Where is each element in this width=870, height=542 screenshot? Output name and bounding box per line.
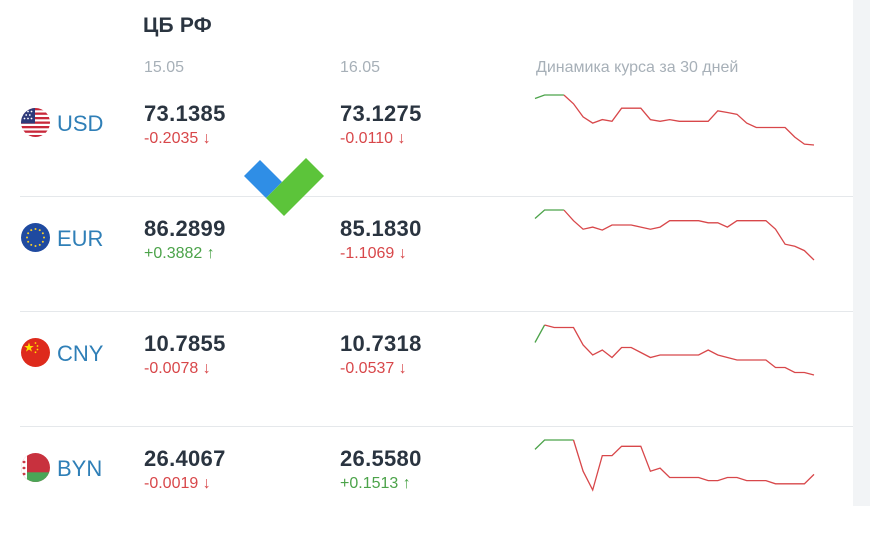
sparkline-byn: [534, 439, 815, 492]
rate-value-date2: 85.1830: [340, 216, 422, 241]
rate-row-byn[interactable]: BYN 26.4067 -0.0019 ↓ 26.5580 +0.1513 ↑: [0, 427, 853, 542]
rate-value-date1: 26.4067: [144, 446, 226, 471]
currency-code: CNY: [57, 341, 104, 366]
rate-row-cny[interactable]: CNY 10.7855 -0.0078 ↓ 10.7318 -0.0537 ↓: [0, 312, 853, 427]
rate-change-date2: -0.0110 ↓: [340, 130, 406, 147]
column-header-date2: 16.05: [340, 59, 381, 76]
sparkline-falling-segment: [572, 439, 815, 492]
sparkline-falling-segment: [563, 209, 815, 261]
rates-list: USD 73.1385 -0.2035 ↓ 73.1275 -0.0110 ↓ …: [0, 82, 853, 542]
checkmark-logo-icon: [240, 150, 326, 221]
row-divider: [20, 426, 853, 427]
column-header-dynamics: Динамика курса за 30 дней: [536, 59, 739, 76]
sparkline-falling-segment: [563, 94, 815, 146]
column-header-date1: 15.05: [144, 59, 185, 76]
rate-change-date2: +0.1513 ↑: [340, 475, 411, 492]
row-divider: [20, 311, 853, 312]
rate-value-date1: 73.1385: [144, 101, 226, 126]
sparkline-eur: [534, 209, 815, 261]
rate-change-date1: -0.0019 ↓: [144, 475, 211, 492]
scrollbar-track[interactable]: [853, 0, 870, 506]
currency-code: USD: [57, 111, 104, 136]
sparkline-rising-segment: [534, 94, 564, 100]
sparkline-falling-segment: [544, 324, 815, 376]
rate-row-eur[interactable]: EUR 86.2899 +0.3882 ↑ 85.1830 -1.1069 ↓: [0, 197, 853, 312]
rate-value-date1: 86.2899: [144, 216, 226, 241]
currency-code: BYN: [57, 456, 103, 481]
rate-change-date1: -0.2035 ↓: [144, 130, 211, 147]
sparkline-rising-segment: [534, 209, 564, 219]
page-title: ЦБ РФ: [143, 14, 212, 37]
rate-change-date2: -1.1069 ↓: [340, 245, 407, 262]
rate-change-date1: +0.3882 ↑: [144, 245, 215, 262]
rate-row-usd[interactable]: USD 73.1385 -0.2035 ↓ 73.1275 -0.0110 ↓: [0, 82, 853, 197]
usa-flag-icon: [21, 108, 50, 137]
sparkline-usd: [534, 94, 815, 146]
eu-flag-icon: [21, 223, 50, 252]
belarus-flag-icon: [21, 453, 50, 482]
currency-code: EUR: [57, 226, 104, 251]
rate-value-date2: 73.1275: [340, 101, 422, 126]
sparkline-rising-segment: [534, 439, 574, 450]
rate-value-date2: 26.5580: [340, 446, 422, 471]
rate-change-date1: -0.0078 ↓: [144, 360, 211, 377]
sparkline-cny: [534, 324, 815, 376]
row-divider: [20, 196, 853, 197]
china-flag-icon: [21, 338, 50, 367]
rate-value-date2: 10.7318: [340, 331, 422, 356]
sparkline-rising-segment: [534, 324, 546, 343]
rate-change-date2: -0.0537 ↓: [340, 360, 407, 377]
rate-value-date1: 10.7855: [144, 331, 226, 356]
